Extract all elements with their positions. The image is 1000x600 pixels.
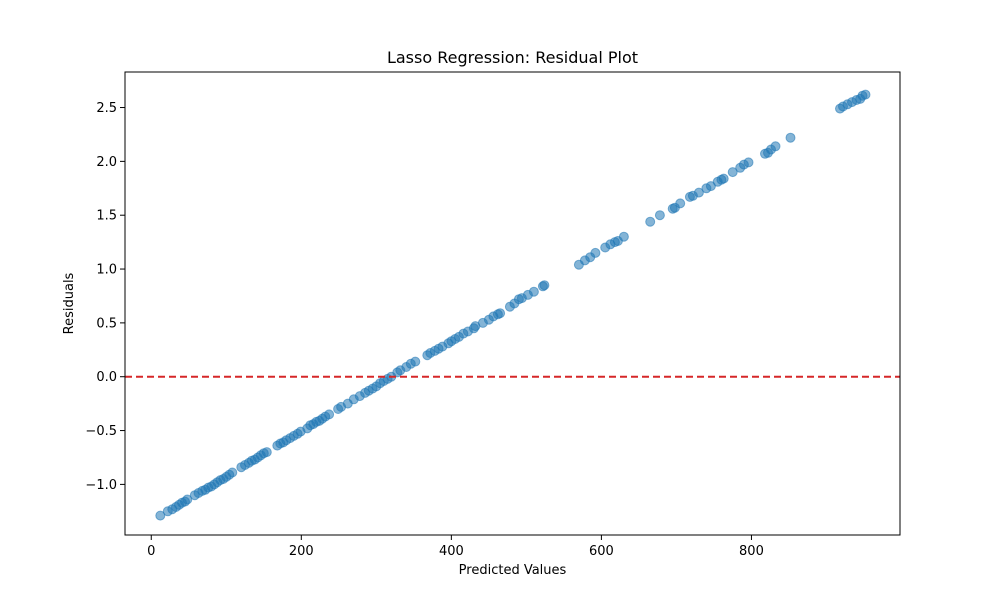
chart-title: Lasso Regression: Residual Plot [387,48,638,67]
scatter-point [528,286,539,297]
scatter-point [654,210,665,221]
x-tick-label: 600 [589,544,614,559]
y-tick-label: 1.5 [96,209,117,224]
scatter-point [743,157,754,168]
y-tick-label: 1.0 [96,263,117,278]
y-tick-label: −0.5 [85,424,117,439]
scatter-point [645,216,656,227]
scatter-point [324,409,335,420]
scatter-point [495,308,506,319]
scatter-point [675,198,686,209]
scatter-point [770,141,781,152]
y-tick-label: 2.0 [96,155,117,170]
scatter-point [155,510,166,521]
scatter-point [590,247,601,258]
y-tick-label: −1.0 [85,478,117,493]
scatter-point [227,467,238,478]
y-tick-label: 0.5 [96,316,117,331]
y-axis-label: Residuals [62,272,77,334]
scatter-point [860,89,871,100]
scatter-point [182,494,193,505]
plot-frame [124,71,901,536]
scatter-point [539,280,550,291]
scatter-point [693,187,704,198]
plot-area [125,89,900,521]
x-tick-label: 0 [147,544,155,559]
x-tick-label: 400 [439,544,464,559]
x-axis-label: Predicted Values [459,563,567,578]
y-tick-label: 2.5 [96,101,117,116]
scatter-point [727,167,738,178]
x-axis-ticks: 0 200 400 600 800 [147,535,764,559]
scatter-point [410,356,421,367]
y-tick-label: 0.0 [96,370,117,385]
x-tick-label: 800 [739,544,764,559]
scatter-point [718,173,729,184]
x-tick-label: 200 [289,544,314,559]
scatter-point [618,231,629,242]
y-axis-ticks: −1.0 −0.5 0.0 0.5 1.0 1.5 2.0 2.5 [85,101,125,493]
scatter-point [785,132,796,143]
scatter-point [261,447,272,458]
scatter-points [155,89,871,521]
